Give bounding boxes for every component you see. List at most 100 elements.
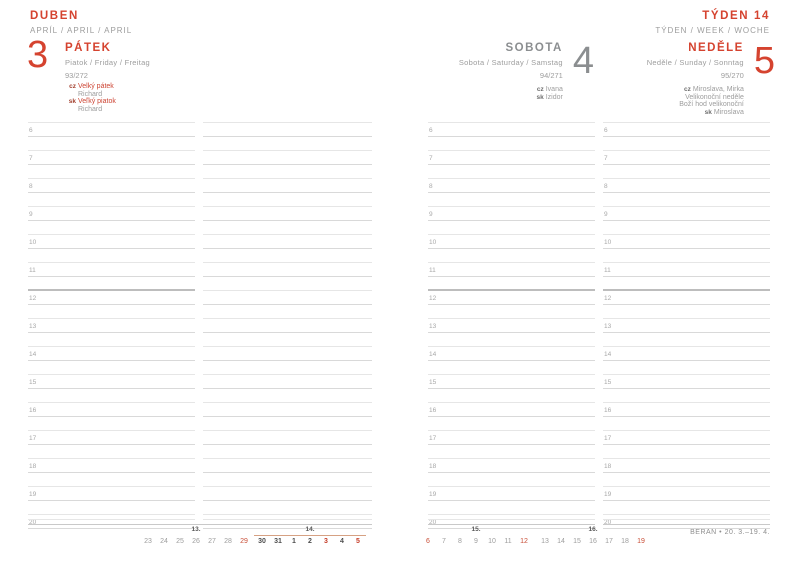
hour-label: 13 bbox=[429, 323, 437, 330]
hour-label: 14 bbox=[429, 351, 437, 358]
hour-row-10: 10 bbox=[28, 221, 195, 249]
hour-row-20 bbox=[203, 501, 372, 529]
hour-row-11: 11 bbox=[603, 249, 770, 277]
week-days-row: 6 7 8 9 10 11 12 bbox=[420, 535, 532, 545]
half-hour-line bbox=[203, 486, 372, 487]
calendar-day: 26 bbox=[192, 538, 200, 545]
entry-text: Miroslava, Mirka bbox=[692, 86, 744, 93]
hour-label: 7 bbox=[29, 155, 33, 162]
hour-row-18: 18 bbox=[428, 445, 595, 473]
hour-label: 16 bbox=[29, 407, 37, 414]
hour-label: 19 bbox=[604, 491, 612, 498]
half-hour-line bbox=[428, 178, 595, 179]
half-hour-line bbox=[28, 318, 195, 319]
half-hour-line bbox=[28, 262, 195, 263]
day-of-year: 93/272 bbox=[65, 71, 88, 80]
half-hour-line bbox=[428, 374, 595, 375]
calendar-day: 25 bbox=[176, 538, 184, 545]
day-name: SOBOTA bbox=[505, 42, 563, 54]
nameday-entry: Boží hod velikonoční bbox=[647, 101, 744, 109]
footer-rule-saturday bbox=[428, 524, 595, 525]
day-name: NEDĚLE bbox=[688, 42, 744, 54]
hour-row-8: 8 bbox=[428, 165, 595, 193]
hour-row-13: 13 bbox=[428, 305, 595, 333]
hour-row-20: 20 bbox=[603, 501, 770, 529]
entry-text: Velikonoční neděle bbox=[685, 93, 744, 101]
hour-label: 18 bbox=[429, 463, 437, 470]
day-number-friday: 3 bbox=[27, 34, 49, 76]
nameday-entry: sk Izidor bbox=[459, 94, 563, 102]
hour-row-16: 16 bbox=[603, 389, 770, 417]
day-entries-friday: cz Velký pátek Richard sk Veľký piatok Richar… bbox=[65, 83, 116, 113]
hour-row-16 bbox=[203, 389, 372, 417]
zodiac-label: BERAN • 20. 3.–19. 4. bbox=[690, 529, 770, 536]
hour-label: 12 bbox=[604, 295, 612, 302]
hour-label: 14 bbox=[604, 351, 612, 358]
hour-label: 18 bbox=[604, 463, 612, 470]
hour-label: 20 bbox=[429, 519, 437, 526]
half-hour-line bbox=[428, 150, 595, 151]
nameday-entry: cz Ivana bbox=[459, 86, 563, 94]
calendar-day: 19 bbox=[637, 538, 645, 545]
calendar-day: 11 bbox=[504, 538, 512, 545]
half-hour-line bbox=[603, 430, 770, 431]
half-hour-line bbox=[203, 262, 372, 263]
week-days-row: 23 24 25 26 27 28 29 bbox=[140, 535, 252, 545]
half-hour-line bbox=[428, 234, 595, 235]
day-languages: Piatok / Friday / Freitag bbox=[65, 58, 151, 67]
hour-row-8: 8 bbox=[603, 165, 770, 193]
calendar-day: 23 bbox=[144, 538, 152, 545]
holiday-entry: sk Veľký piatok bbox=[65, 98, 116, 106]
hour-label: 9 bbox=[429, 211, 433, 218]
calendar-day: 13 bbox=[541, 538, 549, 545]
calendar-day: 7 bbox=[442, 538, 446, 545]
hour-row-14 bbox=[203, 333, 372, 361]
half-hour-line bbox=[603, 458, 770, 459]
hour-row-9 bbox=[203, 193, 372, 221]
half-hour-line bbox=[203, 458, 372, 459]
mini-calendar-week-13: 13. 23 24 25 26 27 28 29 bbox=[140, 526, 252, 545]
hour-label: 14 bbox=[29, 351, 37, 358]
day-header-sunday: NEDĚLE Neděle / Sunday / Sonntag 95/270 … bbox=[600, 42, 775, 116]
grid-tail-line bbox=[28, 519, 195, 520]
month-title: DUBEN bbox=[30, 10, 79, 22]
half-hour-line bbox=[603, 374, 770, 375]
hour-row-16: 16 bbox=[28, 389, 195, 417]
hour-label: 17 bbox=[29, 435, 37, 442]
calendar-day: 15 bbox=[573, 538, 581, 545]
half-hour-line bbox=[603, 486, 770, 487]
mini-calendar-week-14: 14. 30 31 1 2 3 4 5 bbox=[254, 526, 366, 545]
nameday-entry: Velikonoční neděle bbox=[647, 94, 744, 102]
nameday-entry: sk Miroslava bbox=[647, 109, 744, 117]
hour-row-15: 15 bbox=[603, 361, 770, 389]
hour-row-9: 9 bbox=[28, 193, 195, 221]
hour-row-10: 10 bbox=[428, 221, 595, 249]
half-hour-line bbox=[603, 262, 770, 263]
calendar-day: 17 bbox=[605, 538, 613, 545]
week-number-label: 13. bbox=[191, 526, 201, 533]
half-hour-line bbox=[28, 206, 195, 207]
entry-text: Boží hod velikonoční bbox=[679, 101, 744, 109]
entry-text: Miroslava bbox=[713, 108, 744, 116]
half-hour-line bbox=[28, 122, 195, 123]
half-hour-line bbox=[203, 318, 372, 319]
hour-label: 11 bbox=[604, 267, 611, 274]
hour-row-17: 17 bbox=[28, 417, 195, 445]
entry-country-prefix: cz bbox=[69, 83, 76, 90]
day-entries-saturday: cz Ivana sk Izidor bbox=[459, 86, 563, 101]
half-hour-line bbox=[28, 430, 195, 431]
hour-label: 15 bbox=[29, 379, 37, 386]
hour-label: 8 bbox=[604, 183, 608, 190]
calendar-day: 28 bbox=[224, 538, 232, 545]
mini-calendar-week-16: 16. 13 14 15 16 17 18 19 bbox=[537, 526, 649, 545]
half-hour-line bbox=[203, 178, 372, 179]
half-hour-line bbox=[28, 346, 195, 347]
week-number-label: 14. bbox=[305, 526, 315, 533]
hour-row-19: 19 bbox=[603, 473, 770, 501]
hour-label: 12 bbox=[429, 295, 437, 302]
day-of-year: 95/270 bbox=[720, 71, 744, 80]
hour-label: 8 bbox=[429, 183, 433, 190]
calendar-day: 1 bbox=[292, 538, 296, 545]
half-hour-line bbox=[28, 458, 195, 459]
half-hour-line bbox=[28, 514, 195, 515]
